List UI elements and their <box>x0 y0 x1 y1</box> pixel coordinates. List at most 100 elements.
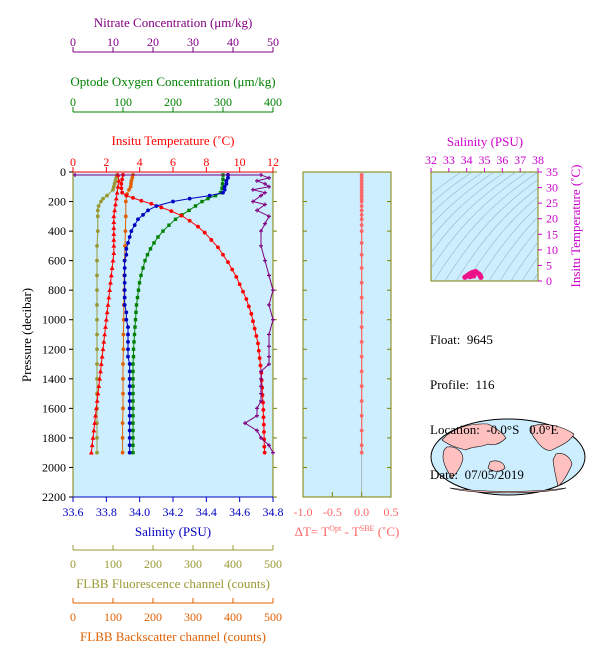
salinity-point <box>222 187 227 192</box>
backscatter-point <box>128 184 133 189</box>
delta-t-point <box>359 181 364 186</box>
oxygen-point <box>134 303 139 307</box>
ts-isopycnal <box>431 172 517 254</box>
salinity-point <box>154 204 159 208</box>
oxygen-point <box>148 247 153 251</box>
oxygen-tick-label: 200 <box>164 95 182 109</box>
fluorescence-point <box>95 208 100 213</box>
main-plot: 0200400600800100012001400160018002000220… <box>19 15 284 644</box>
backscatter-point <box>121 376 125 381</box>
ts-y-tick-label: 5 <box>546 258 552 272</box>
temperature-point <box>261 407 266 412</box>
temperature-point <box>90 435 96 440</box>
delta-t-tick-label: -1.0 <box>294 505 313 519</box>
delta-t-point <box>359 199 364 204</box>
delta-t-point <box>359 428 364 433</box>
salinity-point <box>122 288 127 293</box>
temperature-point <box>256 348 261 353</box>
ts-isopycnal <box>433 172 538 281</box>
delta-t-point <box>359 384 364 389</box>
temperature-point <box>120 177 125 182</box>
ts-y-tick-label: 0 <box>546 274 552 288</box>
salinity-point <box>224 178 229 183</box>
temperature-point <box>119 186 124 191</box>
ts-x-tick-label: 38 <box>532 153 544 167</box>
salinity-tick-label: 33.6 <box>63 505 84 519</box>
salinity-point <box>126 339 130 344</box>
ts-isopycnal <box>444 179 538 281</box>
temperature-point <box>105 302 111 307</box>
fluorescence-tick-label: 0 <box>70 557 76 571</box>
temperature-point <box>241 289 245 294</box>
delta-t-point <box>359 212 364 217</box>
temperature-point <box>109 265 115 270</box>
delta-t-point <box>359 413 364 418</box>
nitrate-tick-label: 10 <box>107 35 119 49</box>
ts-isopycnal <box>431 172 528 270</box>
salinity-point <box>127 450 132 455</box>
temperature-point <box>108 272 114 278</box>
ts-y-tick-label: 35 <box>546 165 558 179</box>
oxygen-axis-label: Optode Oxygen Concentration (μm/kg) <box>70 74 275 89</box>
salinity-point <box>122 280 127 285</box>
temperature-point <box>111 250 117 256</box>
fluorescence-point <box>95 436 99 440</box>
temperature-point <box>99 354 105 359</box>
delta-t-point <box>359 193 364 198</box>
ts-isopycnal <box>431 172 473 204</box>
fluorescence-point <box>95 214 100 219</box>
salinity-point <box>141 212 145 217</box>
fluorescence-point <box>95 229 100 233</box>
fluorescence-tick-label: 200 <box>144 557 162 571</box>
oxygen-point <box>133 325 137 329</box>
salinity-point <box>187 196 192 201</box>
pressure-tick-label: 0 <box>60 165 66 179</box>
backscatter-point <box>123 243 127 248</box>
delta-t-series <box>359 173 364 455</box>
backscatter-point <box>120 421 125 426</box>
ts-isopycnals <box>431 172 538 281</box>
delta-t-point <box>359 266 364 270</box>
oxygen-point <box>187 208 191 213</box>
temperature-point <box>230 267 235 272</box>
temperature-tick-label: 0 <box>70 155 76 169</box>
delta-t-point <box>359 187 364 192</box>
ts-isopycnal <box>499 228 538 281</box>
delta-t-tick-label: 0.0 <box>354 505 369 519</box>
oxygen-point <box>131 391 135 396</box>
delta-t-point <box>359 241 364 245</box>
temperature-point <box>254 334 259 338</box>
oxygen-point <box>134 310 138 315</box>
salinity-tick-label: 34.4 <box>196 505 217 519</box>
salinity-axis-label: Salinity (PSU) <box>135 524 211 539</box>
temperature-point <box>202 230 207 235</box>
temperature-point <box>149 201 154 206</box>
temperature-point <box>159 205 164 210</box>
salinity-tick-label: 34.6 <box>229 505 250 519</box>
backscatter-point <box>120 436 125 440</box>
temperature-point <box>104 309 110 315</box>
temperature-point <box>106 294 112 300</box>
backscatter-tick-label: 300 <box>184 610 202 624</box>
oxygen-point <box>145 253 150 257</box>
salinity-point <box>222 184 227 189</box>
fluorescence-point <box>96 204 101 208</box>
temperature-point <box>221 252 225 257</box>
delta-t-plot: -1.0 -0.5 0.0 0.5 ΔT= TOpt - TSBE (˚C) <box>294 171 399 539</box>
salinity-point <box>126 354 130 359</box>
oxygen-point <box>131 421 135 425</box>
delta-t-point <box>359 399 364 403</box>
temperature-point <box>98 368 103 374</box>
ts-x-tick-label: 36 <box>496 153 508 167</box>
ts-isopycnal <box>431 172 495 226</box>
salinity-point <box>127 413 132 418</box>
delta-t-point <box>359 339 364 344</box>
backscatter-tick-label: 400 <box>224 610 242 624</box>
ts-isopycnal <box>455 187 538 281</box>
delta-t-point <box>359 217 364 222</box>
delta-t-point <box>359 223 364 228</box>
temperature-point <box>113 201 118 207</box>
backscatter-point <box>121 391 125 396</box>
oxygen-point <box>132 340 136 344</box>
oxygen-point <box>200 199 204 204</box>
